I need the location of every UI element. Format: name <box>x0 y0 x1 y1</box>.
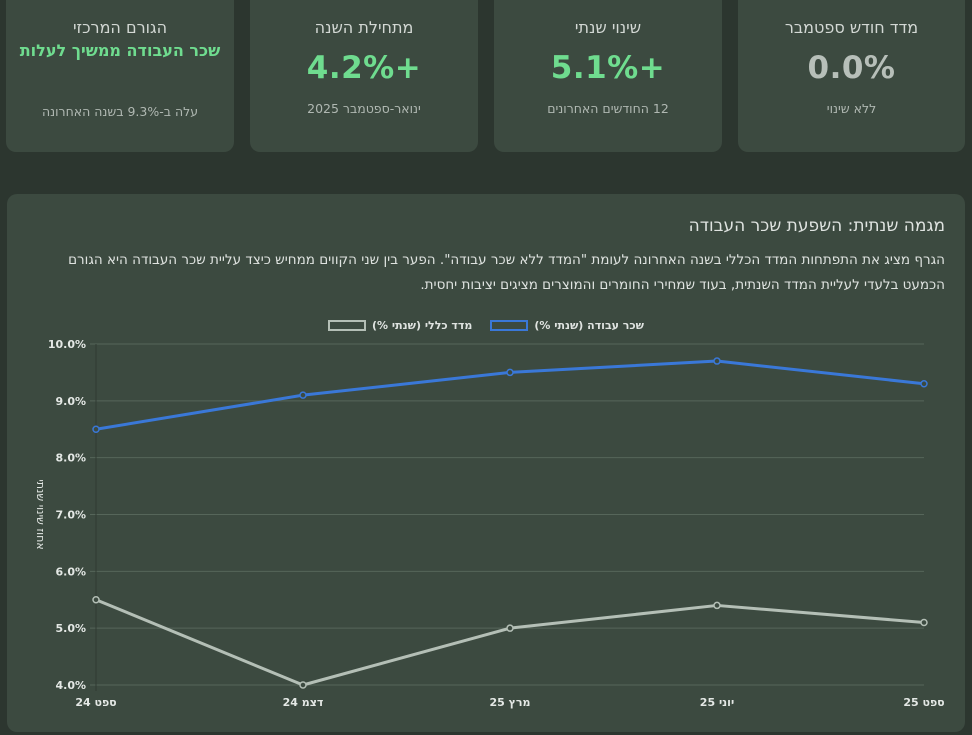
x-tick-label: דצמ 24 <box>283 696 324 709</box>
card-highlight-text: שכר העבודה ממשיך לעלות <box>19 41 221 60</box>
data-point-general <box>506 624 514 632</box>
card-title: מדד חודש ספטמבר <box>784 18 919 37</box>
card-subtitle: עלה ב-9.3% בשנה האחרונה <box>41 104 199 119</box>
kpi-card-annual: שינוי שנתי +5.1% 12 החודשים האחרונים <box>494 0 722 152</box>
data-point-general <box>92 596 100 604</box>
card-subtitle: 12 החודשים האחרונים <box>547 101 669 116</box>
legend-swatch-general <box>328 320 366 331</box>
legend-label: מדד כללי (שנתי %) <box>372 319 473 332</box>
data-point-labor <box>920 380 928 388</box>
card-value: +5.1% <box>550 50 666 86</box>
chart-legend: שכר עבודה (שנתי %) מדד כללי (שנתי %) <box>7 319 965 332</box>
y-tick-label: 7.0% <box>55 509 86 522</box>
legend-label: שכר עבודה (שנתי %) <box>534 319 645 332</box>
data-point-general <box>920 618 928 627</box>
data-point-labor <box>92 425 100 433</box>
card-value: +4.2% <box>306 50 422 86</box>
chart-panel: מגמה שנתית: השפעת שכר העבודה הגרף מציג א… <box>7 194 965 732</box>
x-tick-label: ספט 24 <box>75 696 116 709</box>
data-point-labor <box>506 368 514 377</box>
chart-description: הגרף מציג את התפתחות המדד הכללי בשנה האח… <box>68 252 945 293</box>
card-subtitle: ינואר-ספטמבר 2025 <box>307 101 421 116</box>
card-title: מתחילת השנה <box>314 18 414 37</box>
y-tick-label: 5.0% <box>55 622 86 635</box>
data-point-labor <box>299 391 307 399</box>
data-point-labor <box>713 357 721 365</box>
kpi-card-ytd: מתחילת השנה +4.2% ינואר-ספטמבר 2025 <box>250 0 478 152</box>
x-tick-label: ספט 25 <box>903 696 944 709</box>
card-value: 0.0% <box>807 50 896 86</box>
y-tick-label: 4.0% <box>55 679 86 692</box>
y-tick-label: 6.0% <box>55 565 86 578</box>
data-point-general <box>299 681 307 689</box>
x-tick-label: יוני 25 <box>700 696 734 709</box>
card-subtitle: ללא שינוי <box>826 101 877 116</box>
card-title: הגורם המרכזי <box>72 18 168 37</box>
data-point-general <box>713 601 721 610</box>
card-title: שינוי שנתי <box>574 18 642 37</box>
kpi-card-september: מדד חודש ספטמבר 0.0% ללא שינוי <box>738 0 965 152</box>
legend-swatch-labor <box>490 320 529 331</box>
chart-title: מגמה שנתית: השפעת שכר העבודה <box>688 216 945 236</box>
y-tick-label: 8.0% <box>55 452 86 465</box>
line-chart: 4.0% 5.0% 6.0% 7.0% 8.0% 9.0% 10.0% ספט 24 דצמ 2… <box>34 338 945 709</box>
legend-item-general[interactable]: מדד כללי (שנתי %) <box>328 319 472 332</box>
x-tick-label: מרץ 25 <box>490 696 531 709</box>
y-tick-label: 10.0% <box>48 338 86 351</box>
series-line-general <box>95 598 925 687</box>
legend-item-labor[interactable]: שכר עבודה (שנתי %) <box>490 319 644 332</box>
y-axis-title: אחוז שינוי שנתי <box>34 479 47 549</box>
y-tick-label: 9.0% <box>55 395 86 408</box>
kpi-card-main-factor: הגורם המרכזי שכר העבודה ממשיך לעלות עלה … <box>6 0 234 152</box>
